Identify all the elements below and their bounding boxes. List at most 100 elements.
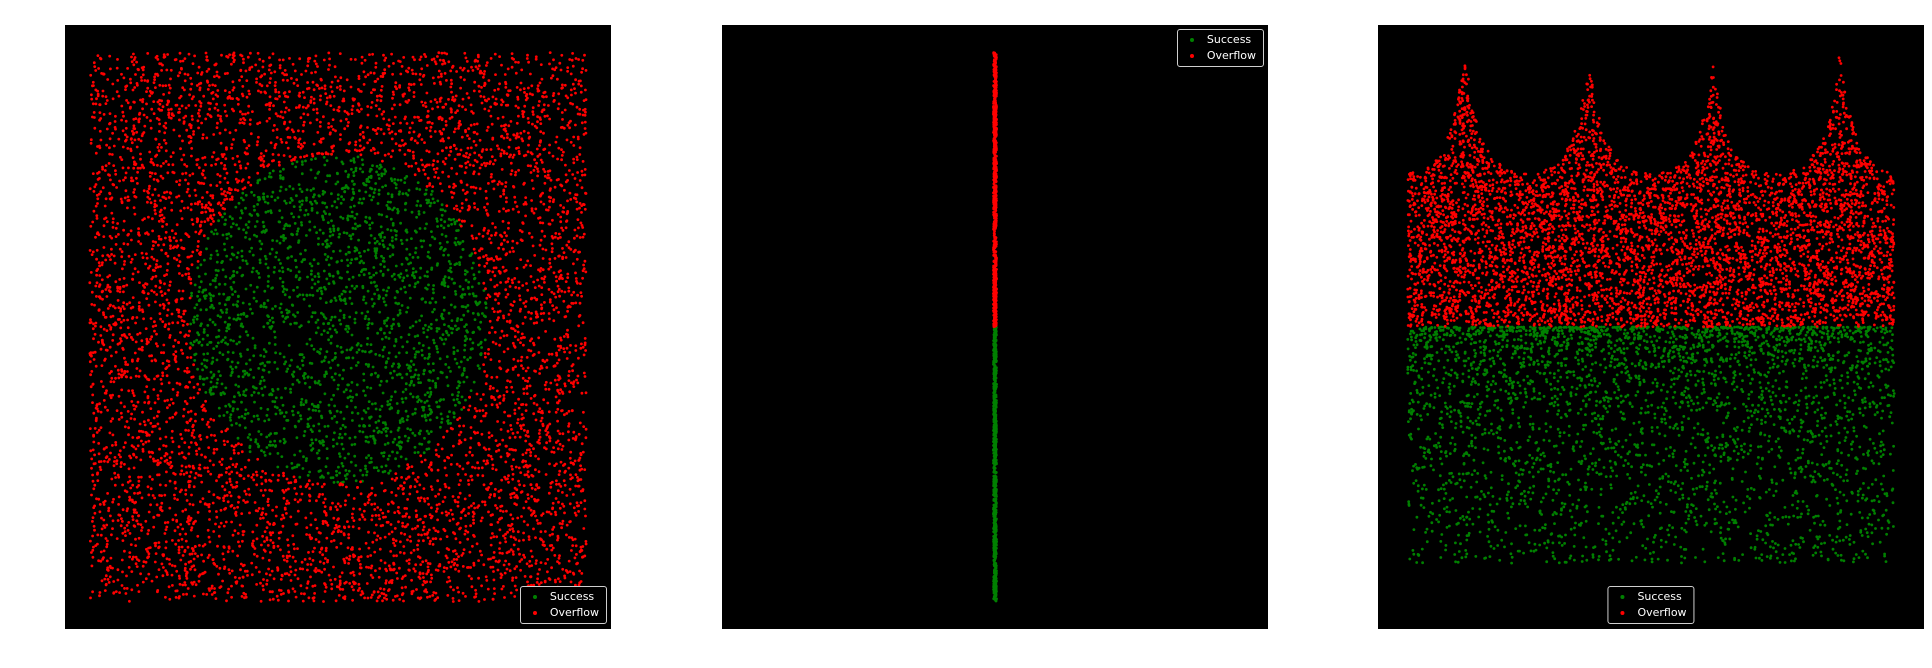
data-point — [394, 264, 398, 268]
data-point — [267, 370, 271, 374]
data-point — [499, 336, 502, 340]
data-point — [453, 157, 457, 161]
data-point — [574, 473, 578, 476]
data-point — [201, 544, 205, 548]
data-point — [111, 566, 114, 570]
data-point — [466, 537, 470, 541]
data-point — [199, 474, 203, 477]
data-point — [299, 252, 302, 256]
data-point — [263, 289, 267, 293]
data-point — [225, 298, 229, 302]
data-point — [281, 554, 285, 558]
data-point — [271, 443, 275, 447]
data-point — [184, 465, 188, 469]
data-point — [405, 101, 409, 104]
data-point — [265, 119, 269, 123]
data-point — [424, 419, 428, 422]
data-point — [391, 223, 395, 227]
data-point — [311, 430, 314, 433]
data-point — [507, 226, 510, 230]
data-point — [360, 270, 363, 273]
data-point — [222, 524, 226, 528]
data-point — [335, 156, 338, 160]
data-point — [207, 553, 211, 557]
data-point — [346, 264, 350, 267]
data-point — [427, 404, 431, 408]
data-point — [368, 424, 371, 427]
data-point — [471, 311, 475, 315]
data-point — [198, 463, 202, 467]
data-point — [377, 212, 381, 216]
data-point — [576, 476, 579, 479]
data-point — [443, 220, 447, 224]
data-point — [407, 366, 410, 370]
data-point — [435, 347, 439, 351]
data-point — [96, 267, 100, 271]
data-point — [148, 197, 152, 201]
data-point — [153, 329, 156, 333]
data-point — [480, 553, 483, 557]
data-point — [577, 79, 581, 83]
data-point — [130, 55, 133, 59]
data-point — [130, 412, 133, 416]
data-point — [352, 588, 355, 592]
data-point — [346, 217, 349, 220]
data-point — [364, 467, 367, 471]
data-point — [212, 151, 216, 154]
data-point — [351, 356, 355, 360]
data-point — [387, 337, 391, 340]
data-point — [452, 444, 455, 448]
data-point — [115, 186, 118, 189]
data-point — [455, 70, 458, 73]
data-point — [225, 308, 229, 311]
data-point — [276, 544, 280, 548]
data-point — [90, 457, 94, 461]
data-point — [236, 361, 240, 365]
data-point — [338, 52, 342, 55]
data-point — [243, 489, 247, 493]
data-point — [300, 172, 304, 176]
data-point — [155, 259, 159, 263]
data-point — [547, 410, 551, 414]
data-point — [244, 193, 248, 197]
data-point — [454, 324, 457, 328]
data-point — [105, 295, 109, 298]
data-point — [496, 568, 500, 572]
data-point — [473, 318, 477, 321]
data-point — [205, 366, 208, 369]
data-point — [472, 521, 475, 525]
data-point — [211, 279, 215, 282]
data-point — [311, 294, 315, 297]
data-point — [523, 315, 527, 319]
data-point — [189, 277, 193, 281]
data-point — [368, 223, 372, 227]
data-point — [101, 297, 104, 301]
data-point — [248, 358, 252, 362]
data-point — [132, 206, 136, 210]
data-point — [260, 543, 263, 547]
data-point — [454, 292, 458, 296]
data-point — [266, 497, 270, 501]
data-point — [373, 247, 377, 251]
data-point — [309, 523, 313, 527]
data-point — [279, 235, 283, 239]
data-point — [527, 497, 530, 500]
data-point — [343, 456, 347, 460]
data-point — [194, 352, 198, 356]
data-point — [365, 470, 369, 474]
data-point — [90, 370, 94, 373]
data-point — [137, 240, 140, 243]
data-point — [453, 357, 457, 361]
data-point — [447, 253, 450, 257]
data-point — [342, 313, 346, 317]
data-point — [156, 265, 160, 269]
data-point — [185, 128, 189, 132]
data-point — [524, 153, 528, 157]
data-point — [454, 403, 457, 407]
data-point — [112, 164, 116, 168]
data-point — [329, 366, 332, 370]
data-point — [537, 104, 540, 107]
data-point — [330, 125, 333, 128]
data-point — [182, 407, 186, 411]
data-point — [551, 94, 555, 97]
